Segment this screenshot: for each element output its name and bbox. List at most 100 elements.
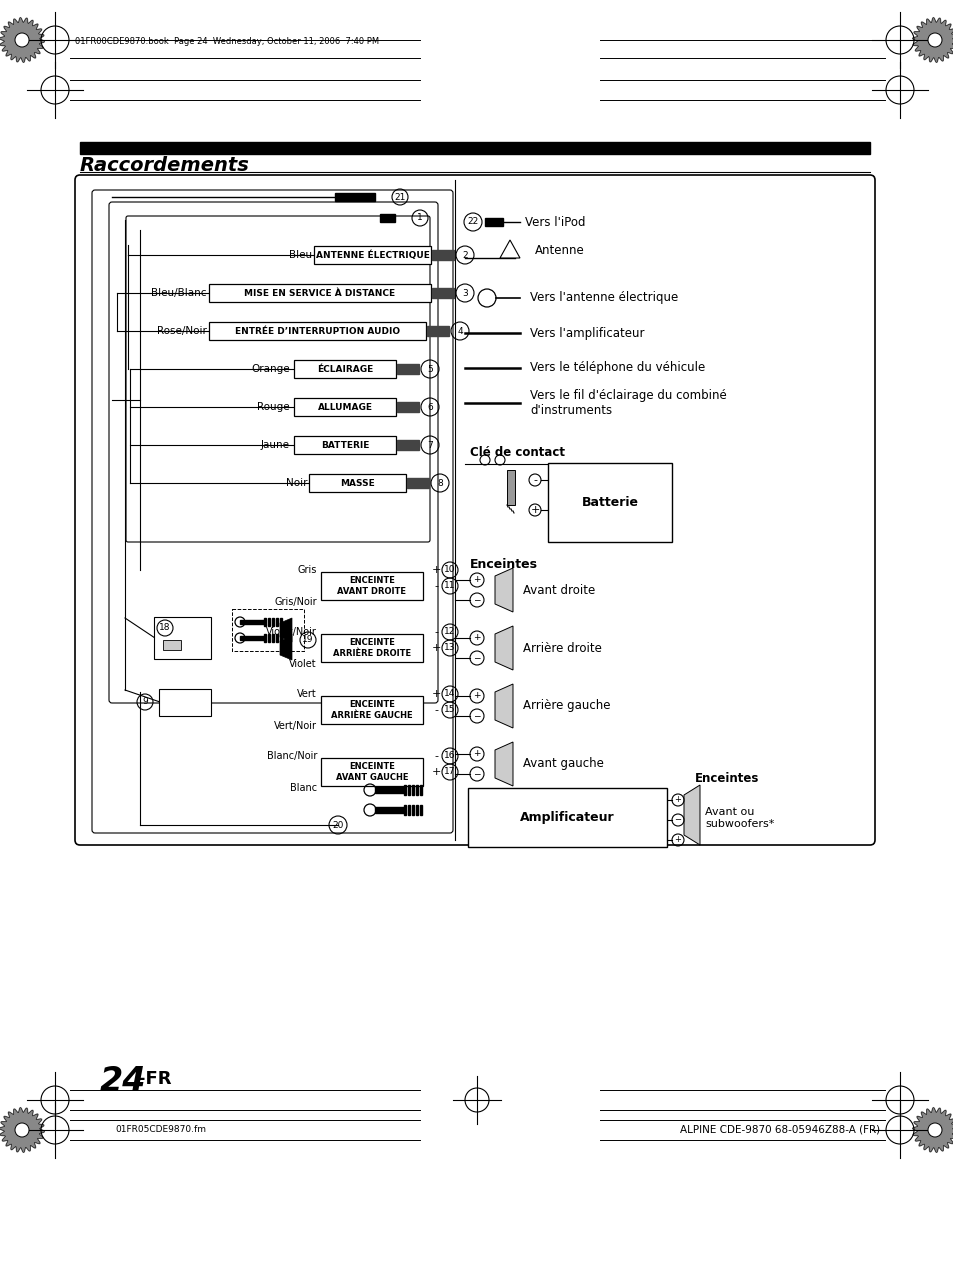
Text: 01FR05CDE9870.fm: 01FR05CDE9870.fm [115,1126,206,1135]
Text: Noir: Noir [286,478,308,488]
Text: Orange: Orange [251,364,290,374]
Circle shape [927,1123,941,1137]
Text: ALLUMAGE: ALLUMAGE [317,403,372,412]
Text: +: + [473,749,480,759]
FancyBboxPatch shape [309,474,406,492]
Text: Avant droite: Avant droite [522,584,595,597]
Bar [403,785,406,795]
Text: 6: 6 [427,403,433,412]
Text: ÉCLAIRAGE: ÉCLAIRAGE [316,364,373,373]
FancyBboxPatch shape [159,689,211,716]
Circle shape [927,33,941,47]
Text: Violet: Violet [289,659,316,668]
Bar [272,619,274,626]
Bar [240,636,265,640]
Bar [396,403,418,412]
FancyBboxPatch shape [320,697,422,725]
Bar [396,364,418,374]
FancyBboxPatch shape [91,190,453,833]
Polygon shape [280,636,292,659]
Text: ENCEINTE
ARRIÈRE DROITE: ENCEINTE ARRIÈRE DROITE [333,638,411,658]
Bar [408,785,410,795]
FancyBboxPatch shape [75,175,874,845]
Text: −: − [473,653,480,662]
Text: Raccordements: Raccordements [80,156,250,175]
FancyBboxPatch shape [294,436,395,454]
Bar [484,219,502,226]
Text: 20: 20 [332,820,343,829]
Text: Rose/Noir: Rose/Noir [157,326,207,336]
Bar [280,634,282,642]
Bar [419,805,421,815]
Bar [272,634,274,642]
Bar [412,785,414,795]
Text: +: + [530,505,539,515]
Text: Jaune: Jaune [261,440,290,450]
Text: Avant ou
subwoofers*: Avant ou subwoofers* [704,808,774,829]
Bar [419,785,421,795]
Text: +: + [473,634,480,643]
Text: Antenne: Antenne [535,244,584,257]
Text: Vers le téléphone du véhicule: Vers le téléphone du véhicule [530,362,704,374]
Text: -FR: -FR [138,1070,172,1088]
Polygon shape [495,743,513,786]
Text: 18: 18 [159,624,171,633]
Text: 10: 10 [444,565,456,575]
FancyBboxPatch shape [209,322,426,340]
Polygon shape [0,18,44,63]
Text: −: − [674,815,680,824]
Text: -: - [533,475,537,484]
Text: −: − [473,769,480,778]
Bar [416,785,417,795]
FancyBboxPatch shape [320,758,422,786]
Text: BATTERIE: BATTERIE [320,441,369,450]
Text: Bleu: Bleu [289,250,312,259]
Text: ANTENNE ÉLECTRIQUE: ANTENNE ÉLECTRIQUE [315,250,429,259]
FancyBboxPatch shape [314,245,431,265]
Text: 4: 4 [456,326,462,336]
Text: Bleu/Blanc: Bleu/Blanc [152,288,207,298]
Bar [375,787,405,794]
Bar [163,640,181,651]
FancyBboxPatch shape [153,617,211,659]
Text: Batterie: Batterie [581,496,638,509]
Bar [275,619,277,626]
Text: Rouge: Rouge [257,403,290,412]
Bar [268,634,270,642]
Text: -: - [434,581,437,590]
FancyBboxPatch shape [126,216,430,542]
Text: +: + [431,565,440,575]
Text: 11: 11 [444,581,456,590]
Text: 16: 16 [444,751,456,760]
Text: Enceintes: Enceintes [695,772,759,785]
Text: 15: 15 [444,705,456,714]
Bar [407,478,429,488]
Bar [264,619,266,626]
Bar [335,193,375,201]
Text: 14: 14 [444,690,456,699]
Text: 13: 13 [444,644,456,653]
Bar [416,805,417,815]
Polygon shape [912,18,953,63]
Polygon shape [280,619,292,642]
Text: −: − [473,596,480,604]
Text: Gris/Noir: Gris/Noir [274,597,316,607]
Bar [432,288,454,298]
Bar [375,806,405,813]
Text: Amplificateur: Amplificateur [519,812,614,824]
Text: 22: 22 [467,217,478,226]
Polygon shape [912,1108,953,1153]
Text: −: − [473,712,480,721]
Polygon shape [495,684,513,728]
Text: 17: 17 [444,768,456,777]
Text: -: - [434,751,437,760]
Text: Blanc/Noir: Blanc/Noir [266,751,316,760]
Circle shape [15,1123,29,1137]
FancyBboxPatch shape [209,284,431,302]
Text: Violet/Noir: Violet/Noir [266,627,316,636]
Text: 7: 7 [427,441,433,450]
Text: MASSE: MASSE [340,478,375,487]
FancyBboxPatch shape [294,397,395,417]
Text: +: + [674,836,680,845]
FancyBboxPatch shape [320,634,422,662]
